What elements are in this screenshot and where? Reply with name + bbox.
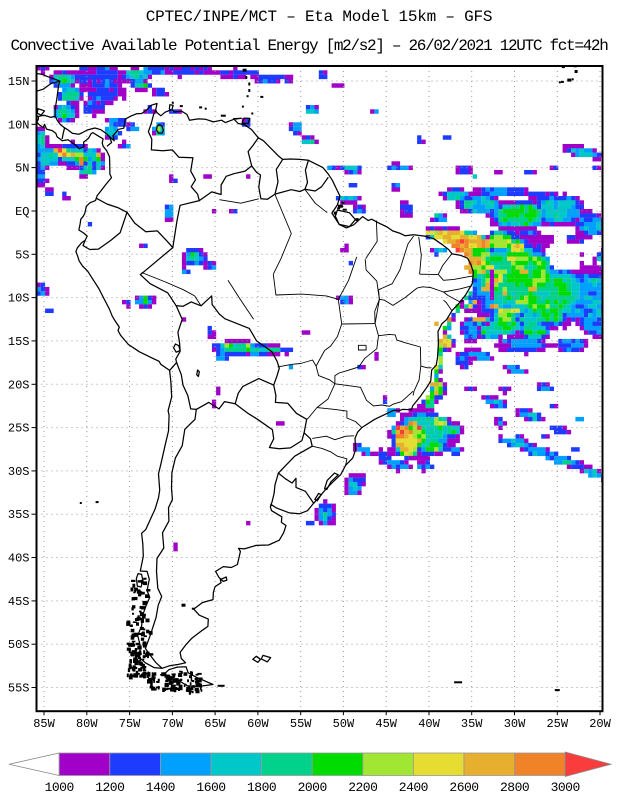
svg-text:1600: 1600 <box>196 780 225 795</box>
svg-text:5N: 5N <box>15 162 29 176</box>
svg-text:30S: 30S <box>8 465 30 479</box>
svg-text:15N: 15N <box>8 75 30 89</box>
svg-text:85W: 85W <box>33 717 55 731</box>
svg-text:20W: 20W <box>589 717 611 731</box>
svg-text:55W: 55W <box>290 717 312 731</box>
svg-text:CPTEC/INPE/MCT – Eta Model 15: CPTEC/INPE/MCT – Eta Model 15km – GFS <box>146 8 492 26</box>
svg-text:45S: 45S <box>8 595 30 609</box>
svg-text:25S: 25S <box>8 422 30 436</box>
svg-text:2000: 2000 <box>298 780 327 795</box>
svg-text:2800: 2800 <box>500 780 529 795</box>
svg-text:20S: 20S <box>8 378 30 392</box>
svg-text:70W: 70W <box>162 717 184 731</box>
svg-text:10N: 10N <box>8 118 30 132</box>
svg-text:40W: 40W <box>418 717 440 731</box>
svg-text:45W: 45W <box>375 717 397 731</box>
svg-text:Convective Available Potential: Convective Available Potential Energy [m… <box>11 37 609 55</box>
svg-text:75W: 75W <box>119 717 141 731</box>
svg-text:30W: 30W <box>504 717 526 731</box>
svg-text:65W: 65W <box>204 717 226 731</box>
svg-text:1800: 1800 <box>247 780 276 795</box>
svg-text:2600: 2600 <box>449 780 478 795</box>
svg-text:2400: 2400 <box>399 780 428 795</box>
svg-text:15S: 15S <box>8 335 30 349</box>
svg-text:2200: 2200 <box>348 780 377 795</box>
svg-text:25W: 25W <box>546 717 568 731</box>
svg-text:EQ: EQ <box>15 205 29 219</box>
svg-text:35S: 35S <box>8 508 30 522</box>
svg-text:50W: 50W <box>333 717 355 731</box>
svg-text:35W: 35W <box>461 717 483 731</box>
svg-text:40S: 40S <box>8 552 30 566</box>
svg-text:5S: 5S <box>15 248 29 262</box>
svg-text:1000: 1000 <box>45 780 74 795</box>
svg-text:60W: 60W <box>247 717 269 731</box>
svg-text:50S: 50S <box>8 638 30 652</box>
svg-text:55S: 55S <box>8 682 30 696</box>
svg-text:1200: 1200 <box>95 780 124 795</box>
svg-text:80W: 80W <box>76 717 98 731</box>
svg-text:3000: 3000 <box>551 780 580 795</box>
svg-text:10S: 10S <box>8 292 30 306</box>
svg-text:1400: 1400 <box>146 780 175 795</box>
